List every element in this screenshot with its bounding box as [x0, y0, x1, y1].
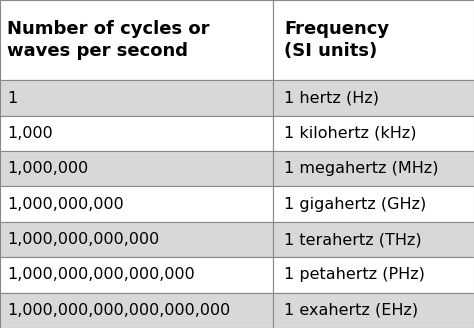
Bar: [0, 222, 273, 257]
Text: 1 exahertz (EHz): 1 exahertz (EHz): [284, 303, 419, 318]
Text: 1 terahertz (THz): 1 terahertz (THz): [284, 232, 422, 247]
Text: 1 gigahertz (GHz): 1 gigahertz (GHz): [284, 197, 427, 212]
Bar: [273, 0, 474, 80]
Text: 1,000,000,000: 1,000,000,000: [7, 197, 124, 212]
Text: 1,000,000,000,000,000,000: 1,000,000,000,000,000,000: [7, 303, 230, 318]
Bar: [0, 151, 273, 187]
Bar: [0, 257, 273, 293]
Text: 1 megahertz (MHz): 1 megahertz (MHz): [284, 161, 439, 176]
Bar: [273, 293, 474, 328]
Bar: [0, 116, 273, 151]
Bar: [273, 116, 474, 151]
Bar: [0, 293, 273, 328]
Bar: [273, 257, 474, 293]
Text: 1,000,000: 1,000,000: [7, 161, 88, 176]
Bar: [273, 80, 474, 116]
Text: Frequency
(SI units): Frequency (SI units): [284, 20, 390, 60]
Text: Number of cycles or
waves per second: Number of cycles or waves per second: [7, 20, 210, 60]
Bar: [273, 187, 474, 222]
Text: 1 hertz (Hz): 1 hertz (Hz): [284, 91, 379, 106]
Bar: [0, 187, 273, 222]
Text: 1 kilohertz (kHz): 1 kilohertz (kHz): [284, 126, 417, 141]
Bar: [273, 222, 474, 257]
Bar: [0, 80, 273, 116]
Bar: [273, 151, 474, 187]
Text: 1,000,000,000,000: 1,000,000,000,000: [7, 232, 159, 247]
Text: 1 petahertz (PHz): 1 petahertz (PHz): [284, 267, 425, 282]
Text: 1,000: 1,000: [7, 126, 53, 141]
Text: 1,000,000,000,000,000: 1,000,000,000,000,000: [7, 267, 195, 282]
Bar: [0, 0, 273, 80]
Text: 1: 1: [7, 91, 18, 106]
